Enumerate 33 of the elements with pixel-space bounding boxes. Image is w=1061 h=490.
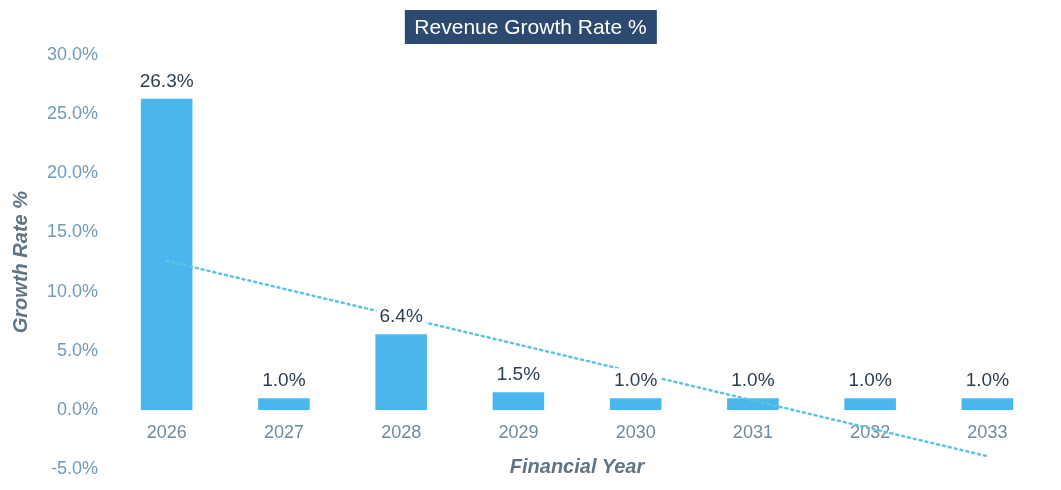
x-tick-label: 2027 [263, 421, 304, 442]
y-tick-label: 20.0% [46, 162, 99, 183]
x-tick-label: 2028 [381, 421, 422, 442]
y-tick-label: 5.0% [57, 339, 99, 360]
y-tick-label: 15.0% [46, 221, 99, 242]
data-label: 1.0% [613, 368, 658, 390]
y-tick-label: 0.0% [57, 399, 99, 419]
x-tick-label: 2033 [967, 421, 1008, 442]
bar [140, 98, 193, 411]
x-tick-label: 2030 [615, 421, 656, 442]
y-tick-label: 10.0% [46, 280, 99, 301]
data-label: 1.0% [965, 368, 1010, 390]
x-axis-title: Financial Year [509, 455, 646, 478]
x-tick-label: 2026 [146, 421, 187, 442]
data-label: 1.0% [848, 368, 892, 390]
bar [492, 392, 545, 411]
data-label: 1.0% [262, 368, 306, 390]
data-label: 6.4% [379, 305, 423, 327]
bar [258, 398, 310, 411]
x-tick-label: 2029 [498, 421, 539, 442]
data-label: 26.3% [139, 69, 194, 91]
y-axis-title: Growth Rate % [8, 190, 31, 334]
bar [844, 398, 896, 411]
chart-title: Revenue Growth Rate % [404, 10, 657, 44]
y-tick-label: -5.0% [51, 458, 99, 479]
data-label: 1.0% [731, 368, 775, 390]
data-label: 1.5% [496, 363, 541, 385]
y-tick-label: 30.0% [46, 43, 99, 64]
y-tick-label: 25.0% [46, 103, 99, 124]
bar [961, 398, 1014, 411]
x-tick-label: 2031 [732, 421, 773, 442]
bar [609, 398, 662, 411]
bar [375, 334, 427, 411]
